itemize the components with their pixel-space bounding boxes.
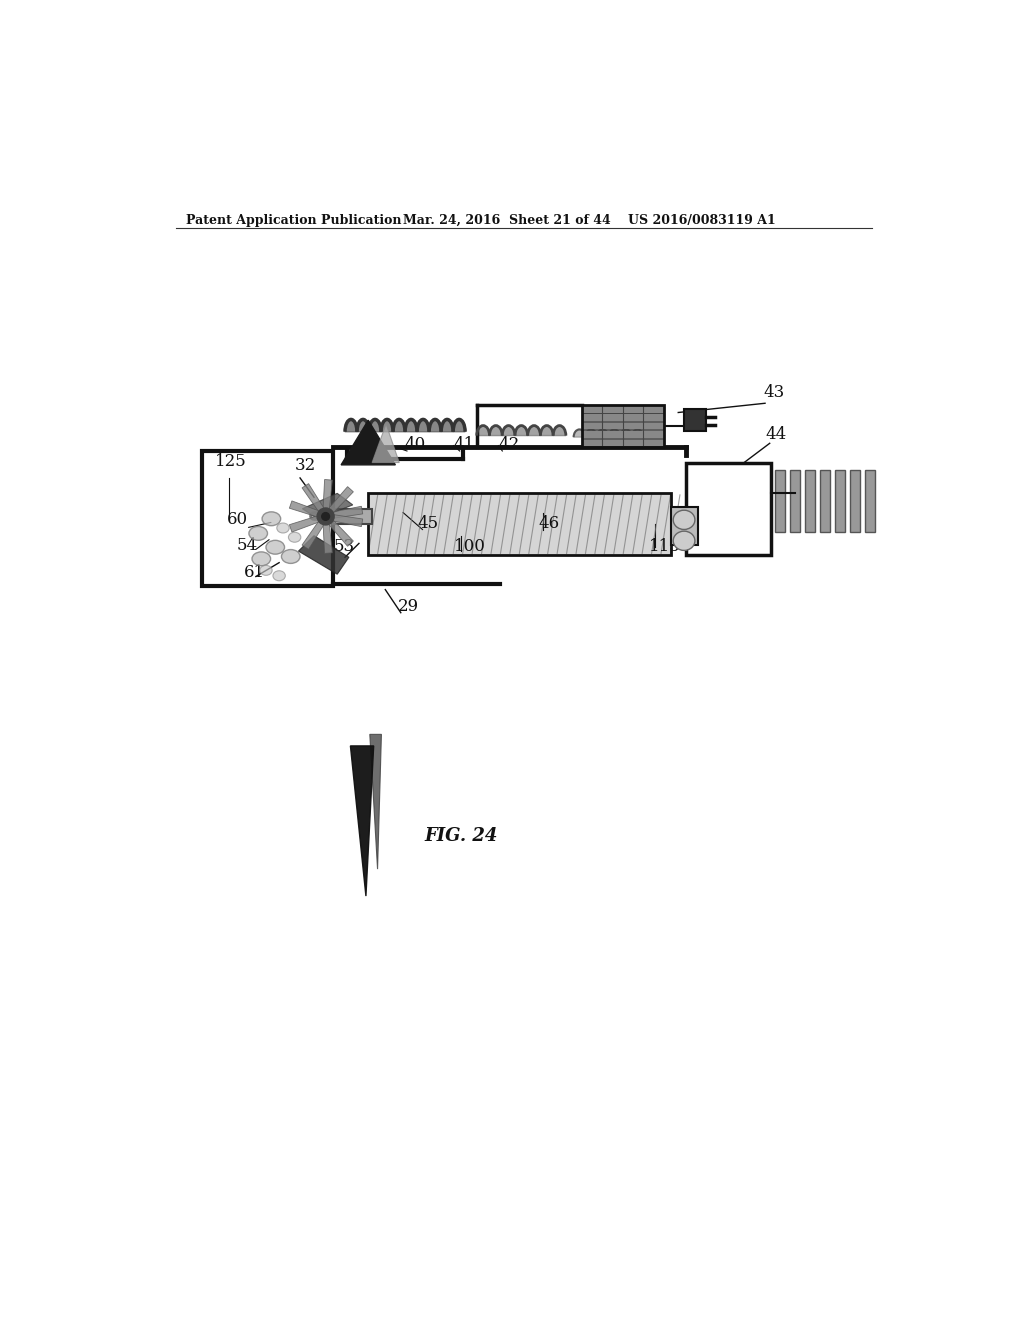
Text: 44: 44 xyxy=(766,426,787,444)
Polygon shape xyxy=(326,507,362,517)
Polygon shape xyxy=(290,500,326,516)
Polygon shape xyxy=(350,746,374,896)
Ellipse shape xyxy=(266,540,285,554)
Polygon shape xyxy=(553,425,566,436)
Polygon shape xyxy=(290,516,326,532)
Polygon shape xyxy=(502,425,515,436)
Text: 40: 40 xyxy=(404,437,426,454)
Ellipse shape xyxy=(260,565,272,576)
Polygon shape xyxy=(302,494,352,519)
Text: 54: 54 xyxy=(237,536,258,553)
Polygon shape xyxy=(621,429,632,437)
Bar xyxy=(835,470,845,532)
Bar xyxy=(775,470,784,532)
Polygon shape xyxy=(608,429,621,437)
Circle shape xyxy=(317,508,334,525)
Text: 60: 60 xyxy=(227,511,249,528)
Bar xyxy=(334,508,372,524)
Bar xyxy=(805,470,815,532)
Polygon shape xyxy=(597,429,608,437)
Bar xyxy=(202,451,334,586)
Polygon shape xyxy=(369,420,381,432)
Bar xyxy=(850,470,859,532)
Bar xyxy=(820,470,829,532)
Text: 29: 29 xyxy=(397,598,419,615)
Polygon shape xyxy=(345,420,357,432)
Bar xyxy=(791,470,800,532)
Polygon shape xyxy=(326,515,362,527)
Polygon shape xyxy=(341,420,395,465)
Bar xyxy=(369,494,671,554)
Text: 125: 125 xyxy=(215,453,247,470)
Polygon shape xyxy=(441,420,453,432)
Bar xyxy=(865,470,874,532)
Text: 115: 115 xyxy=(649,539,681,556)
Ellipse shape xyxy=(252,552,270,566)
Polygon shape xyxy=(489,425,502,436)
Polygon shape xyxy=(429,420,441,432)
Polygon shape xyxy=(632,429,643,437)
Polygon shape xyxy=(586,429,597,437)
Bar xyxy=(684,409,707,430)
Polygon shape xyxy=(299,536,349,574)
Bar xyxy=(583,413,664,421)
Bar xyxy=(369,494,671,554)
Text: 43: 43 xyxy=(764,384,784,401)
Text: 45: 45 xyxy=(418,515,439,532)
Polygon shape xyxy=(406,420,417,432)
Polygon shape xyxy=(527,425,541,436)
Polygon shape xyxy=(372,424,399,462)
Bar xyxy=(583,438,664,446)
Polygon shape xyxy=(302,516,326,549)
Ellipse shape xyxy=(276,523,289,533)
Polygon shape xyxy=(370,734,381,869)
Bar xyxy=(583,422,664,429)
Polygon shape xyxy=(417,420,429,432)
Text: Patent Application Publication: Patent Application Publication xyxy=(186,214,401,227)
Text: 61: 61 xyxy=(245,564,265,581)
Polygon shape xyxy=(326,516,353,546)
Ellipse shape xyxy=(273,570,286,581)
Polygon shape xyxy=(326,487,353,516)
Bar xyxy=(686,462,771,554)
Text: 41: 41 xyxy=(454,437,475,454)
Polygon shape xyxy=(324,516,333,553)
Polygon shape xyxy=(453,420,465,432)
Ellipse shape xyxy=(262,512,281,525)
Ellipse shape xyxy=(249,527,267,540)
Text: 32: 32 xyxy=(295,457,315,474)
Ellipse shape xyxy=(673,531,695,550)
Polygon shape xyxy=(302,483,326,516)
Bar xyxy=(671,507,697,545)
Polygon shape xyxy=(357,420,369,432)
Bar xyxy=(583,405,664,412)
Ellipse shape xyxy=(282,549,300,564)
Circle shape xyxy=(322,512,330,520)
Text: Mar. 24, 2016  Sheet 21 of 44: Mar. 24, 2016 Sheet 21 of 44 xyxy=(403,214,611,227)
Polygon shape xyxy=(573,429,586,437)
Ellipse shape xyxy=(289,532,301,543)
Polygon shape xyxy=(393,420,406,432)
Text: 53: 53 xyxy=(334,539,354,556)
Polygon shape xyxy=(541,425,553,436)
Polygon shape xyxy=(324,479,333,516)
Bar xyxy=(583,430,664,438)
Text: FIG. 24: FIG. 24 xyxy=(425,828,498,845)
Polygon shape xyxy=(381,420,393,432)
Text: 100: 100 xyxy=(454,539,485,556)
Ellipse shape xyxy=(673,511,695,529)
Text: US 2016/0083119 A1: US 2016/0083119 A1 xyxy=(628,214,775,227)
Bar xyxy=(583,405,664,447)
Text: 46: 46 xyxy=(539,515,560,532)
Text: 42: 42 xyxy=(499,437,520,454)
Polygon shape xyxy=(477,425,489,436)
Polygon shape xyxy=(515,425,527,436)
